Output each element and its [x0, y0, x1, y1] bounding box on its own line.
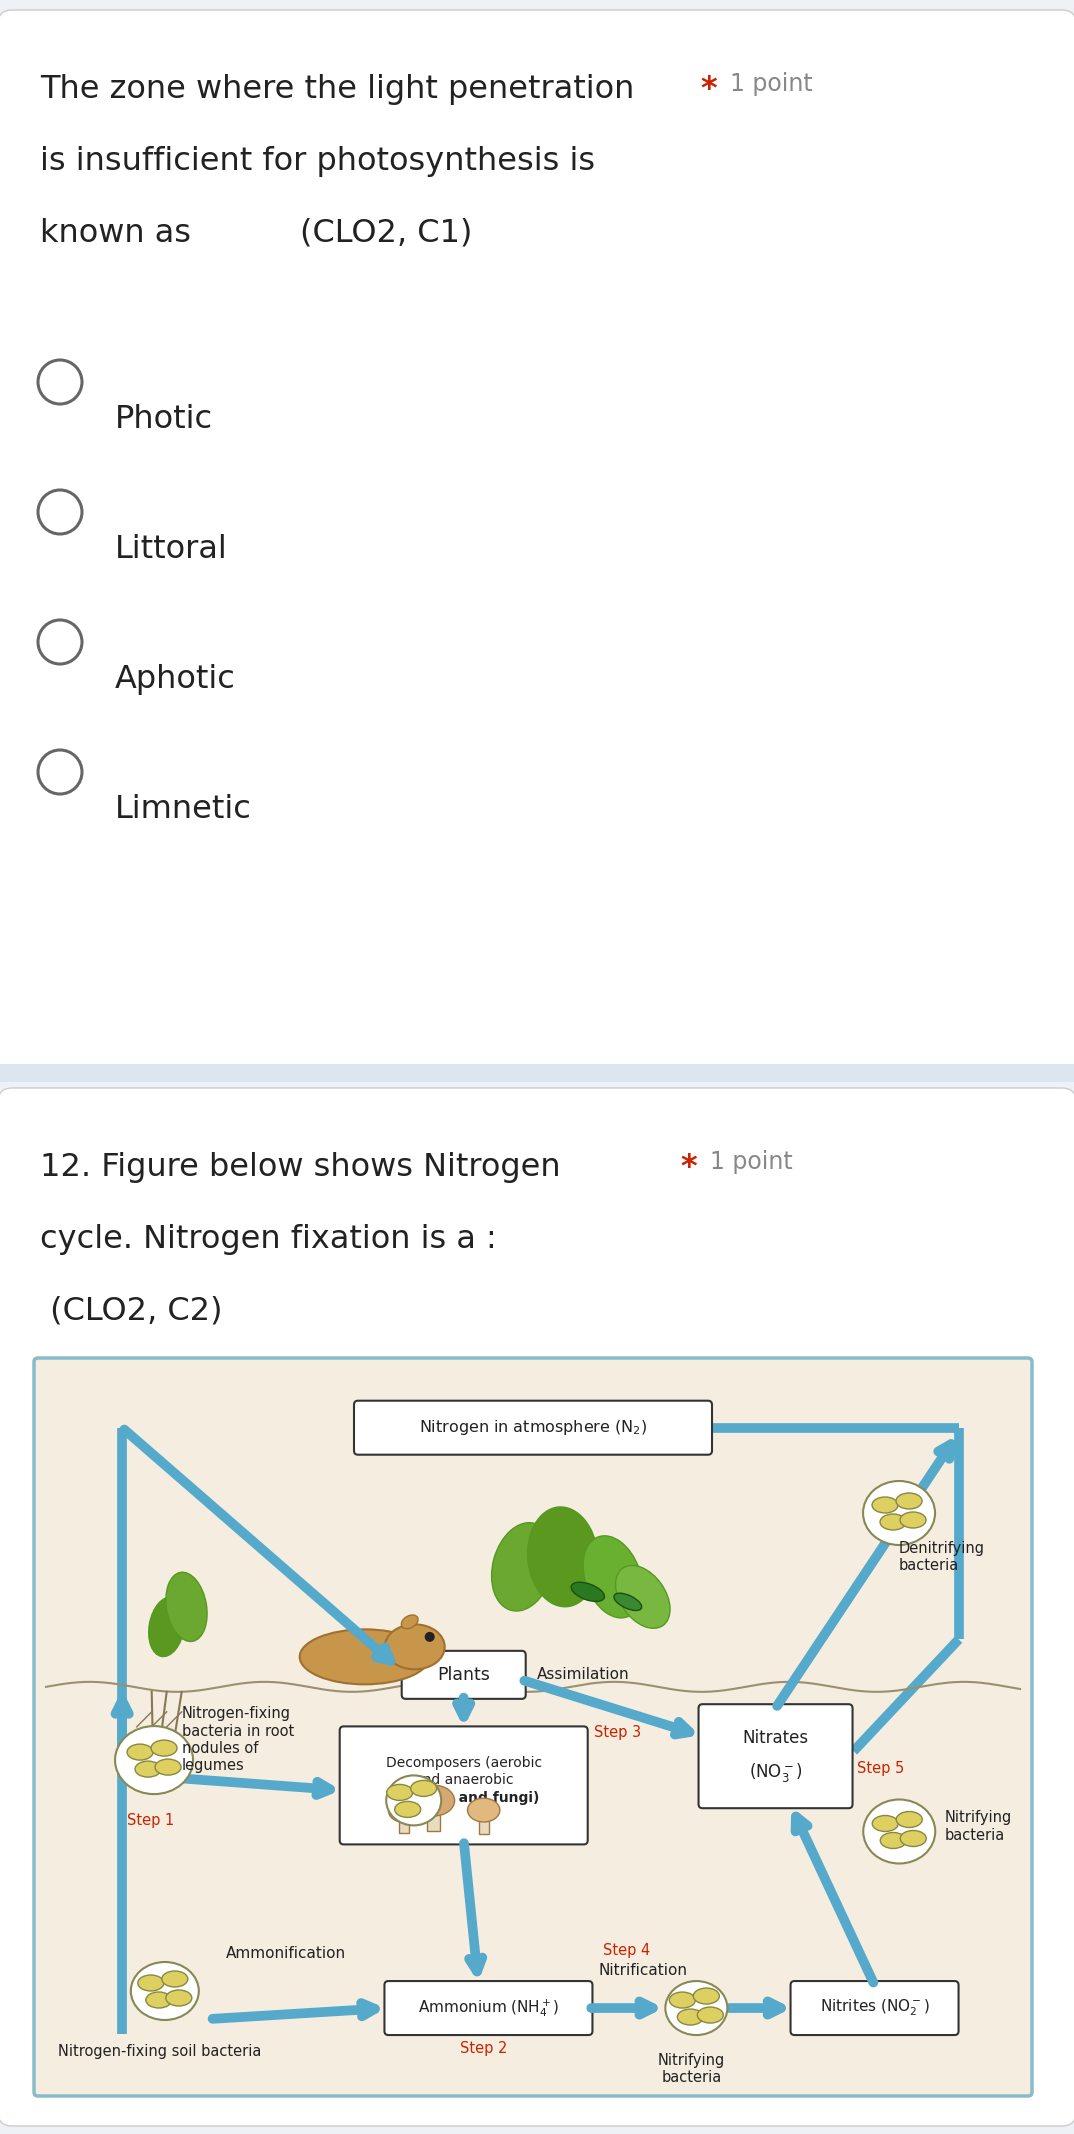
Text: Littoral: Littoral	[115, 534, 228, 566]
Text: Aphotic: Aphotic	[115, 664, 236, 696]
Ellipse shape	[863, 1481, 935, 1545]
Ellipse shape	[300, 1630, 430, 1684]
Text: cycle. Nitrogen fixation is a :: cycle. Nitrogen fixation is a :	[40, 1225, 497, 1255]
Text: Decomposers (aerobic: Decomposers (aerobic	[386, 1756, 541, 1771]
Text: Ammonification: Ammonification	[227, 1946, 346, 1961]
Text: is insufficient for photosynthesis is: is insufficient for photosynthesis is	[40, 145, 595, 177]
Text: Limnetic: Limnetic	[115, 794, 252, 826]
Text: 1 point: 1 point	[710, 1150, 793, 1174]
Ellipse shape	[146, 1991, 172, 2008]
Text: Step 5: Step 5	[857, 1761, 904, 1775]
Ellipse shape	[900, 1513, 926, 1528]
Ellipse shape	[384, 1624, 445, 1669]
Text: Step 3: Step 3	[594, 1726, 641, 1741]
Ellipse shape	[467, 1799, 499, 1822]
Text: 1 point: 1 point	[730, 73, 813, 96]
Ellipse shape	[155, 1758, 182, 1775]
Ellipse shape	[151, 1739, 177, 1756]
FancyBboxPatch shape	[354, 1400, 712, 1455]
Ellipse shape	[148, 1596, 185, 1656]
Ellipse shape	[872, 1816, 898, 1831]
Text: Step 1: Step 1	[127, 1814, 174, 1829]
Text: Nitrogen-fixing
bacteria in root
nodules of
legumes: Nitrogen-fixing bacteria in root nodules…	[183, 1705, 294, 1773]
Ellipse shape	[137, 1974, 164, 1991]
Text: Nitrogen-fixing soil bacteria: Nitrogen-fixing soil bacteria	[58, 2044, 261, 2059]
Ellipse shape	[896, 1812, 923, 1827]
Ellipse shape	[127, 1743, 154, 1761]
Ellipse shape	[872, 1496, 898, 1513]
Ellipse shape	[410, 1780, 437, 1797]
Ellipse shape	[571, 1581, 605, 1600]
Text: 12. Figure below shows Nitrogen: 12. Figure below shows Nitrogen	[40, 1152, 561, 1182]
Text: Step 2: Step 2	[460, 2040, 507, 2055]
Ellipse shape	[669, 1991, 695, 2008]
Text: Nitrifying
bacteria: Nitrifying bacteria	[944, 1810, 1012, 1842]
Ellipse shape	[389, 1799, 419, 1822]
Text: Nitrifying
bacteria: Nitrifying bacteria	[657, 2053, 725, 2085]
Text: Denitrifying
bacteria: Denitrifying bacteria	[899, 1541, 985, 1573]
Ellipse shape	[880, 1513, 906, 1530]
Bar	[479, 1807, 489, 1833]
Text: and anaerobic: and anaerobic	[413, 1773, 513, 1788]
Ellipse shape	[896, 1494, 923, 1509]
Ellipse shape	[615, 1566, 670, 1628]
Text: Ammonium (NH$_4^+$): Ammonium (NH$_4^+$)	[418, 1997, 560, 2019]
Ellipse shape	[387, 1775, 441, 1825]
Ellipse shape	[165, 1573, 207, 1641]
Text: (CLO2, C1): (CLO2, C1)	[300, 218, 473, 250]
FancyBboxPatch shape	[34, 1357, 1032, 2096]
Text: The zone where the light penetration: The zone where the light penetration	[40, 75, 635, 105]
Text: *: *	[700, 75, 716, 105]
Bar	[0, 1065, 1074, 1082]
Ellipse shape	[395, 1801, 421, 1818]
Ellipse shape	[900, 1831, 926, 1846]
Text: Assimilation: Assimilation	[537, 1667, 629, 1682]
Ellipse shape	[165, 1991, 192, 2006]
FancyBboxPatch shape	[0, 11, 1074, 1078]
Ellipse shape	[162, 1972, 188, 1987]
Circle shape	[424, 1633, 435, 1641]
Text: Nitrogen in atmosphere (N$_2$): Nitrogen in atmosphere (N$_2$)	[419, 1419, 648, 1436]
Ellipse shape	[131, 1961, 199, 2021]
Ellipse shape	[666, 1980, 727, 2036]
Text: Nitrates: Nitrates	[742, 1729, 809, 1748]
Text: known as: known as	[40, 218, 191, 250]
Text: *: *	[680, 1152, 697, 1182]
FancyBboxPatch shape	[698, 1705, 853, 1807]
Text: bacteria and fungi): bacteria and fungi)	[389, 1790, 539, 1805]
Ellipse shape	[402, 1615, 418, 1628]
Ellipse shape	[527, 1507, 598, 1607]
FancyBboxPatch shape	[790, 1980, 959, 2036]
Text: Photic: Photic	[115, 403, 213, 435]
Text: Step 4: Step 4	[604, 1944, 651, 1959]
Bar	[398, 1810, 408, 1833]
Text: (NO$_3^-$): (NO$_3^-$)	[749, 1761, 802, 1784]
Ellipse shape	[678, 2008, 703, 2025]
Text: Nitrites (NO$_2^-$): Nitrites (NO$_2^-$)	[819, 1997, 929, 2019]
Ellipse shape	[881, 1833, 906, 1848]
Text: Nitrification: Nitrification	[598, 1963, 687, 1978]
Ellipse shape	[387, 1784, 412, 1801]
Ellipse shape	[583, 1536, 642, 1618]
Ellipse shape	[135, 1761, 161, 1778]
Ellipse shape	[492, 1524, 554, 1611]
Text: (CLO2, C2): (CLO2, C2)	[40, 1295, 222, 1327]
Ellipse shape	[412, 1786, 454, 1816]
FancyBboxPatch shape	[384, 1980, 593, 2036]
Ellipse shape	[115, 1726, 193, 1795]
Ellipse shape	[863, 1799, 935, 1863]
Bar	[427, 1799, 440, 1831]
FancyBboxPatch shape	[0, 1088, 1074, 2125]
Ellipse shape	[697, 2008, 724, 2023]
Text: Plants: Plants	[437, 1667, 490, 1684]
FancyBboxPatch shape	[339, 1726, 587, 1844]
Ellipse shape	[614, 1594, 641, 1611]
FancyBboxPatch shape	[402, 1652, 525, 1699]
Ellipse shape	[694, 1989, 720, 2004]
